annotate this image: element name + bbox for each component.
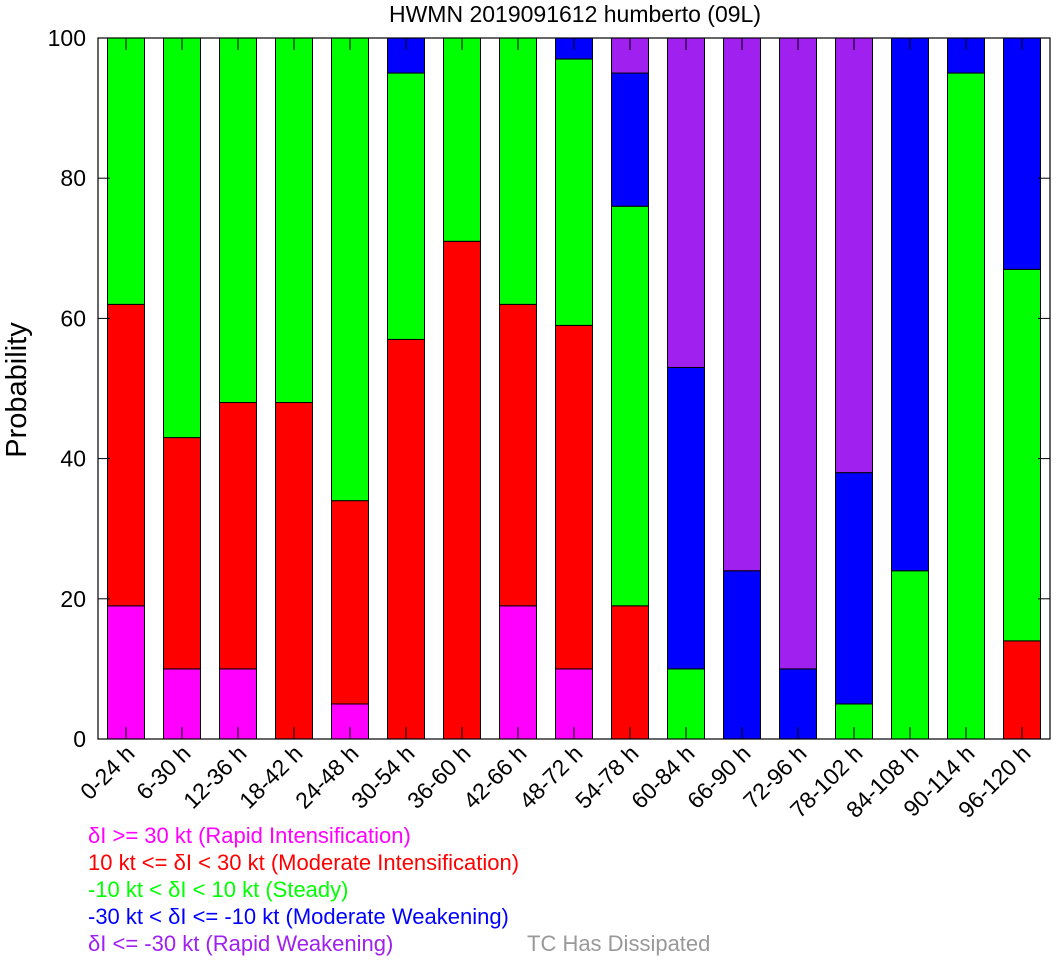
bar-segment xyxy=(443,37,481,242)
bar-segment xyxy=(219,37,257,404)
bar-segment xyxy=(555,58,593,326)
legend-item-steady: -10 kt < δI < 10 kt (Steady) xyxy=(88,877,349,902)
legend-item-moderate-intensification: 10 kt <= δI < 30 kt (Moderate Intensific… xyxy=(88,850,520,875)
legend-item-rapid-weakening: δI <= -30 kt (Rapid Weakening) xyxy=(88,931,394,956)
bar-segment xyxy=(611,605,649,740)
bar-segment xyxy=(891,570,929,740)
y-tick-label: 40 xyxy=(60,446,86,472)
y-tick-label: 100 xyxy=(48,25,86,51)
bar-segment xyxy=(499,303,537,607)
bar-segment xyxy=(835,472,873,705)
legend-item-rapid-intensification: δI >= 30 kt (Rapid Intensification) xyxy=(88,823,411,848)
bar-segment xyxy=(275,37,313,404)
bar-segment xyxy=(331,500,369,705)
bar-segment xyxy=(499,605,537,740)
bar-segment xyxy=(499,37,537,305)
bar-segment xyxy=(611,205,649,607)
bar-segment xyxy=(611,37,649,74)
bar-segment xyxy=(331,37,369,502)
stacked-bar-chart: HWMN 2019091612 humberto (09L) Probabili… xyxy=(1,1,1051,823)
y-tick-label: 60 xyxy=(60,305,86,331)
bar-segment xyxy=(107,605,145,740)
bar-segment xyxy=(1003,268,1041,642)
bar-segment xyxy=(387,37,425,74)
legend: δI >= 30 kt (Rapid Intensification) 10 k… xyxy=(88,822,519,957)
bar-segment xyxy=(555,324,593,670)
bar-segment xyxy=(387,338,425,740)
y-ticks-group: 0 20 40 60 80 100 xyxy=(48,25,1050,752)
bar-segment xyxy=(1003,37,1041,270)
legend-item-tc-dissipated: TC Has Dissipated xyxy=(527,931,711,956)
bar-segment xyxy=(107,37,145,305)
y-axis-label: Probability xyxy=(1,322,33,458)
y-tick-label: 0 xyxy=(73,726,86,752)
bar-segment xyxy=(779,37,817,670)
bar-segment xyxy=(611,72,649,207)
bar-segment xyxy=(163,37,201,439)
bar-segment xyxy=(163,437,201,670)
bar-segment xyxy=(387,72,425,340)
bar-segment xyxy=(667,366,705,670)
bar-segment xyxy=(219,402,257,670)
y-tick-label: 80 xyxy=(60,165,86,191)
legend-item-moderate-weakening: -30 kt < δI <= -10 kt (Moderate Weakenin… xyxy=(88,904,509,929)
bar-segment xyxy=(443,240,481,740)
bar-segment xyxy=(723,570,761,740)
bar-segment xyxy=(947,72,985,740)
bar-segment xyxy=(275,402,313,740)
bar-segment xyxy=(107,303,145,607)
bar-segment xyxy=(891,37,929,572)
bar-segment xyxy=(1003,640,1041,740)
chart-title: HWMN 2019091612 humberto (09L) xyxy=(389,1,761,27)
bars-group xyxy=(107,37,1041,740)
bar-segment xyxy=(835,37,873,474)
y-tick-label: 20 xyxy=(60,586,86,612)
bar-segment xyxy=(667,37,705,368)
bar-segment xyxy=(723,37,761,572)
